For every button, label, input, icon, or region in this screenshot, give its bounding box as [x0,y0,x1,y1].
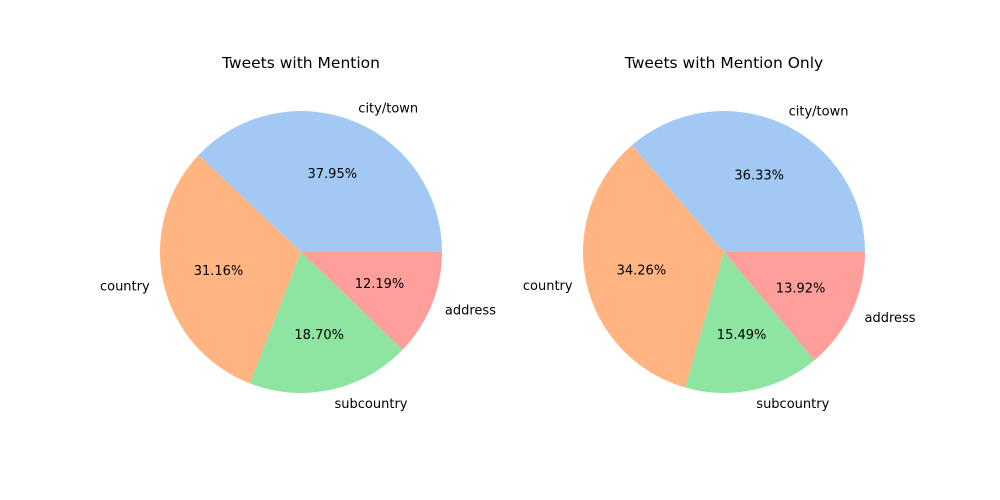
slice-percent-country: 34.26% [617,264,667,279]
pie-chart-tweets-with-mention: Tweets with Mention city/town 37.95% count… [100,54,496,412]
slice-percent-city-town: 37.95% [308,167,358,182]
pie-labels: city/town 36.33% country 34.26% subcountry 15… [523,105,916,413]
slice-label-country: country [100,280,150,295]
slice-percent-subcountry: 15.49% [717,328,767,343]
pie-slice-city-town [198,111,442,252]
slice-label-subcountry: subcountry [756,397,829,412]
slice-label-address: address [865,311,916,326]
pie-slice-subcountry [250,252,403,393]
pie-slices [583,110,865,394]
slice-percent-subcountry: 18.70% [294,328,344,343]
pie-slice-address [301,252,442,350]
pie-slice-subcountry [685,252,815,394]
slice-label-subcountry: subcountry [335,397,408,412]
chart-title: Tweets with Mention Only [624,54,823,72]
slice-label-address: address [445,304,496,319]
pie-slice-address [724,252,865,361]
pie-slice-country [583,145,724,388]
pie-slice-city-town [631,110,865,252]
slice-percent-address: 12.19% [355,277,405,292]
slice-label-city-town: city/town [358,101,418,116]
slice-percent-city-town: 36.33% [734,169,784,184]
pie-labels: city/town 37.95% country 31.16% subcountry 18… [100,101,496,412]
slice-label-country: country [523,279,573,294]
pie-chart-tweets-with-mention-only: Tweets with Mention Only city/town 36.33%… [523,54,916,412]
slice-percent-country: 31.16% [194,264,244,279]
slice-percent-address: 13.92% [776,281,826,296]
slice-label-city-town: city/town [789,105,849,120]
chart-title: Tweets with Mention [221,54,380,72]
pie-slice-country [160,155,301,384]
pie-slices [160,111,442,393]
